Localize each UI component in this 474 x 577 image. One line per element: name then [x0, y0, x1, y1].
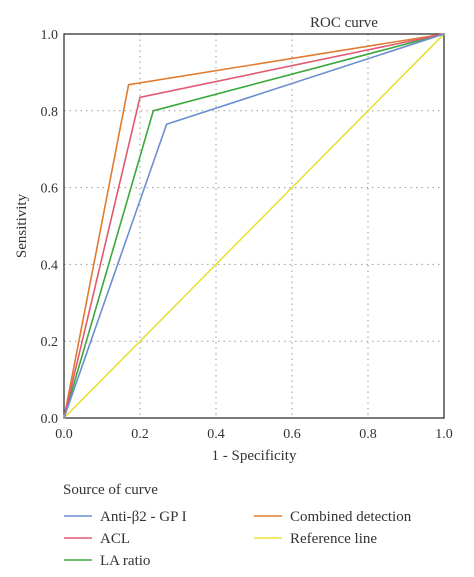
x-tick-label: 0.8 — [359, 427, 377, 442]
y-tick-labels: 0.0 0.2 0.4 0.6 0.8 1.0 — [41, 28, 59, 427]
legend-label-3: Combined detection — [290, 509, 412, 525]
legend: Anti-β2 - GP I ACL LA ratio Combined detect… — [64, 509, 412, 569]
x-tick-label: 0.2 — [131, 427, 149, 442]
series-line-4 — [63, 33, 445, 419]
series-line-0 — [63, 33, 445, 419]
y-tick-label: 0.8 — [41, 105, 59, 120]
legend-label-4: Reference line — [290, 531, 377, 547]
chart-title: ROC curve — [310, 15, 378, 31]
legend-label-0: Anti-β2 - GP I — [100, 509, 187, 525]
series-lines — [63, 33, 445, 419]
x-tick-label: 0.6 — [283, 427, 301, 442]
y-tick-label: 0.2 — [41, 335, 59, 350]
x-tick-labels: 0.0 0.2 0.4 0.6 0.8 1.0 — [55, 427, 453, 442]
y-axis-title: Sensitivity — [14, 193, 30, 258]
x-tick-label: 1.0 — [435, 427, 453, 442]
legend-label-2: LA ratio — [100, 553, 150, 569]
y-tick-label: 1.0 — [41, 28, 59, 43]
y-tick-label: 0.0 — [41, 412, 59, 427]
series-line-3 — [63, 33, 445, 419]
y-tick-label: 0.6 — [41, 182, 59, 197]
y-tick-label: 0.4 — [41, 258, 59, 273]
series-line-1 — [63, 33, 445, 419]
x-tick-label: 0.4 — [207, 427, 225, 442]
grid-lines — [64, 34, 444, 418]
x-axis-title: 1 - Specificity — [212, 448, 297, 464]
legend-title: Source of curve — [63, 482, 158, 498]
series-line-2 — [63, 33, 445, 419]
legend-label-1: ACL — [100, 531, 130, 547]
x-tick-label: 0.0 — [55, 427, 73, 442]
plot-frame — [63, 33, 445, 419]
